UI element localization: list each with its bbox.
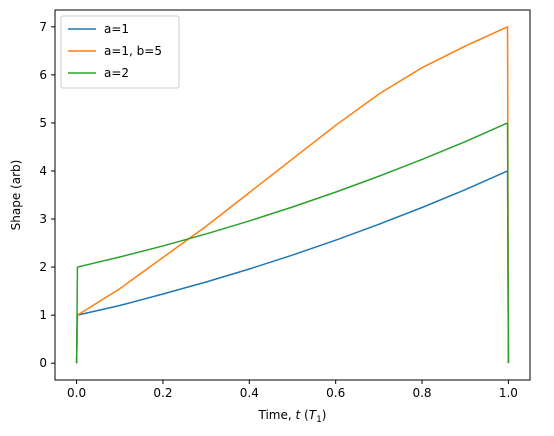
y-tick-label: 7 [39, 20, 47, 34]
x-tick-label: 0.0 [67, 386, 86, 400]
axes-frame [54, 9, 531, 381]
x-tick-label: 0.8 [412, 386, 431, 400]
legend-box [60, 15, 180, 89]
x-axis-label-var: t [296, 408, 302, 422]
y-tick-label: 1 [39, 308, 47, 322]
x-tick-label: 0.4 [240, 386, 259, 400]
series-line-1 [75, 170, 510, 364]
x-axis-label-unit-open: ( [300, 408, 309, 422]
x-axis-label-unit-close: ) [322, 408, 327, 422]
x-axis-ticks: 0.0 0.2 0.4 0.6 0.8 1.0 [67, 380, 518, 400]
legend: a=1 a=1, b=5 a=2 [60, 15, 180, 89]
x-axis-label-unit-sub: 1 [316, 415, 322, 425]
x-tick-label: 1.0 [499, 386, 518, 400]
y-tick-label: 5 [39, 116, 47, 130]
plot-lines [75, 26, 510, 364]
y-tick-label: 2 [39, 260, 47, 274]
series-line-2 [75, 26, 510, 364]
x-axis-label-prefix: Time, [258, 408, 296, 422]
x-axis-label: Time, t (T1) [258, 408, 327, 425]
legend-label-1: a=1 [104, 22, 129, 36]
legend-label-2: a=1, b=5 [104, 44, 162, 58]
legend-label-3: a=2 [104, 66, 129, 80]
y-tick-label: 3 [39, 212, 47, 226]
y-axis-label: Shape (arb) [9, 160, 23, 231]
y-tick-label: 4 [39, 164, 47, 178]
x-tick-label: 0.2 [153, 386, 172, 400]
y-axis-ticks: 0 1 2 3 4 5 6 7 [39, 20, 55, 370]
x-tick-label: 0.6 [326, 386, 345, 400]
x-axis-label-unit-var: T [309, 408, 318, 422]
series-line-3 [75, 122, 510, 364]
y-tick-label: 0 [39, 356, 47, 370]
y-tick-label: 6 [39, 68, 47, 82]
